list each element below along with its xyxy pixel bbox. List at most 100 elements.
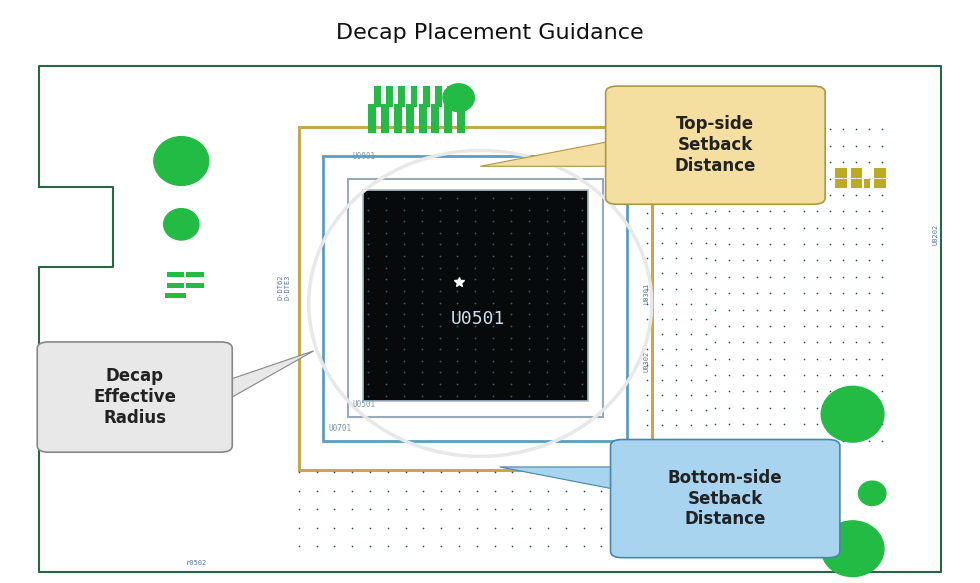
Point xyxy=(414,194,429,203)
Point xyxy=(557,286,572,296)
Point xyxy=(835,256,851,265)
Point xyxy=(433,542,449,551)
Point xyxy=(822,354,838,363)
Point xyxy=(378,240,394,249)
Point xyxy=(662,139,678,148)
Point xyxy=(874,321,890,331)
Point xyxy=(396,391,412,401)
Point xyxy=(639,254,655,263)
Point xyxy=(874,223,890,232)
Point xyxy=(503,228,518,237)
Bar xyxy=(444,110,452,119)
Point xyxy=(762,206,778,216)
Point xyxy=(762,321,778,331)
Ellipse shape xyxy=(821,387,884,442)
Point xyxy=(594,486,610,496)
Point xyxy=(539,228,555,237)
Point xyxy=(639,345,655,354)
Point xyxy=(668,390,684,399)
Point xyxy=(485,251,501,261)
Bar xyxy=(423,93,429,100)
Point xyxy=(432,368,448,377)
Point xyxy=(485,333,501,342)
Point xyxy=(735,240,751,249)
Point xyxy=(485,356,501,366)
Point xyxy=(835,125,851,134)
Point xyxy=(689,542,705,551)
Point xyxy=(683,421,699,430)
Point xyxy=(539,298,555,307)
Point xyxy=(808,305,824,314)
Point xyxy=(874,370,890,380)
Point xyxy=(676,158,692,167)
Point xyxy=(344,542,360,551)
Point xyxy=(574,345,590,354)
Point xyxy=(467,391,483,401)
Point xyxy=(808,387,824,396)
Point xyxy=(639,436,655,445)
Point xyxy=(539,286,555,296)
Ellipse shape xyxy=(164,209,199,240)
Point xyxy=(721,289,737,298)
Point xyxy=(762,157,778,167)
Point xyxy=(540,486,556,496)
Point xyxy=(776,272,792,282)
Point xyxy=(683,329,699,339)
Point xyxy=(721,321,737,331)
Point xyxy=(808,174,824,183)
Point xyxy=(861,321,877,331)
Point xyxy=(414,263,429,272)
Point xyxy=(835,223,851,232)
Point xyxy=(291,504,307,514)
Point xyxy=(416,504,431,514)
Point xyxy=(485,286,501,296)
Point xyxy=(309,486,324,496)
Point xyxy=(414,275,429,284)
Point xyxy=(557,205,572,214)
Bar xyxy=(167,272,184,277)
Point xyxy=(639,523,655,532)
Point xyxy=(723,468,739,477)
Point xyxy=(861,190,877,199)
Point xyxy=(721,436,737,445)
Point xyxy=(708,321,723,331)
Text: D·DT62
D·DTE3: D·DT62 D·DTE3 xyxy=(277,275,291,300)
Point xyxy=(326,542,342,551)
Bar xyxy=(348,180,603,417)
Point xyxy=(576,486,592,496)
Point xyxy=(749,157,764,167)
Point xyxy=(668,269,684,278)
Point xyxy=(654,421,669,430)
Point xyxy=(735,190,751,199)
Point xyxy=(835,289,851,298)
Point xyxy=(835,321,851,331)
Text: U0501: U0501 xyxy=(451,310,506,328)
Point xyxy=(683,177,699,187)
Point xyxy=(469,468,485,477)
Point xyxy=(704,120,719,129)
Point xyxy=(874,305,890,314)
Point xyxy=(861,272,877,282)
Point xyxy=(639,299,655,308)
Point xyxy=(467,310,483,319)
Point xyxy=(539,194,555,203)
Point xyxy=(639,486,655,496)
Point xyxy=(432,298,448,307)
Point xyxy=(540,523,556,532)
Point xyxy=(380,504,396,514)
Point xyxy=(654,314,669,324)
Point xyxy=(874,436,890,445)
Point xyxy=(762,338,778,347)
Point xyxy=(822,141,838,150)
Point xyxy=(503,275,518,284)
Bar xyxy=(435,99,442,107)
Point xyxy=(432,251,448,261)
Point xyxy=(735,141,751,150)
Point xyxy=(708,174,723,183)
Point xyxy=(361,391,376,401)
Point xyxy=(848,174,863,183)
Point xyxy=(861,403,877,413)
Point xyxy=(861,354,877,363)
Point xyxy=(721,272,737,282)
Bar xyxy=(381,117,389,126)
